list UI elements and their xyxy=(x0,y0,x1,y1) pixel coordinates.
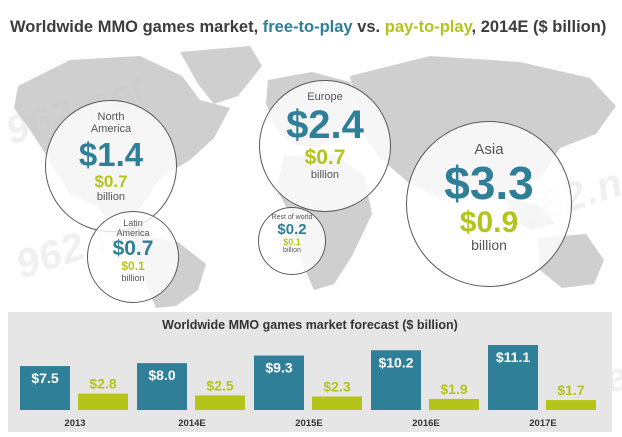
region-name: Rest of world xyxy=(271,214,313,221)
bar-pay-to-play-2017e xyxy=(546,400,596,410)
region-name: Europe xyxy=(307,91,343,103)
bar-pay-to-play-2015e xyxy=(312,396,362,410)
title-part-3: , 2014E ($ billion) xyxy=(471,18,607,36)
year-label-2017e: 2017E xyxy=(529,418,556,429)
bubble-asia: Asia $3.3 $0.9 billion xyxy=(406,121,572,287)
title-pay-to-play: pay-to-play xyxy=(384,18,472,36)
bar-label-pay-to-play-2013: $2.8 xyxy=(89,376,116,392)
forecast-title: Worldwide MMO games market forecast ($ b… xyxy=(162,318,458,332)
pay-to-play-value: $0.7 xyxy=(304,146,346,169)
bar-label-pay-to-play-2014e: $2.5 xyxy=(206,377,233,393)
greenland xyxy=(180,46,262,104)
title-free-to-play: free-to-play xyxy=(262,18,353,36)
pay-to-play-value: $0.9 xyxy=(459,206,519,239)
unit-label: billion xyxy=(283,247,301,254)
bar-label-free-to-play-2014e: $8.0 xyxy=(148,367,175,383)
bar-free-to-play-2013 xyxy=(20,366,70,410)
region-name: Latin America xyxy=(116,218,150,238)
bar-label-free-to-play-2016e: $10.2 xyxy=(378,354,413,370)
pay-to-play-value: $0.1 xyxy=(283,237,301,247)
bar-label-pay-to-play-2016e: $1.9 xyxy=(440,381,467,397)
free-to-play-value: $1.4 xyxy=(78,136,144,173)
bubble-north-america: North America $1.4 $0.7 billion xyxy=(45,100,177,232)
free-to-play-value: $2.4 xyxy=(286,103,364,147)
chart-title: Worldwide MMO games market, free-to-play… xyxy=(10,18,614,37)
title-part-2: vs. xyxy=(352,18,385,36)
year-label-2014e: 2014E xyxy=(178,418,205,429)
forecast-bar-chart: $7.5 $2.8 2013 $8.0 $2.5 2014E $9.3 $2.3 2015E $1… xyxy=(20,345,596,429)
bar-pay-to-play-2014e xyxy=(195,395,245,410)
year-label-2015e: 2015E xyxy=(295,418,322,429)
region-name: Asia xyxy=(474,141,504,158)
bar-label-free-to-play-2013: $7.5 xyxy=(31,370,58,386)
bubble-rest-of-world: Rest of world $0.2 $0.1 billion xyxy=(258,207,326,275)
unit-label: billion xyxy=(121,273,145,283)
free-to-play-value: $0.2 xyxy=(277,221,307,238)
unit-label: billion xyxy=(96,191,126,203)
bar-label-pay-to-play-2015e: $2.3 xyxy=(323,379,350,395)
unit-label: billion xyxy=(310,169,340,181)
unit-label: billion xyxy=(471,237,507,253)
bar-free-to-play-2017e xyxy=(488,345,538,410)
bar-free-to-play-2015e xyxy=(254,355,304,410)
title-part-1: Worldwide MMO games market, xyxy=(10,18,263,36)
free-to-play-value: $3.3 xyxy=(444,157,534,209)
bar-pay-to-play-2016e xyxy=(429,398,479,410)
region-name: North America xyxy=(90,111,132,135)
bar-free-to-play-2014e xyxy=(137,363,187,410)
bar-label-free-to-play-2015e: $9.3 xyxy=(265,360,292,376)
bar-free-to-play-2016e xyxy=(371,350,421,410)
bubble-latin-america: Latin America $0.7 $0.1 billion xyxy=(87,211,179,303)
bar-label-pay-to-play-2017e: $1.7 xyxy=(557,382,584,398)
bar-label-free-to-play-2017e: $11.1 xyxy=(496,349,530,365)
year-label-2016e: 2016E xyxy=(412,418,439,429)
bar-pay-to-play-2013 xyxy=(78,393,128,410)
pay-to-play-value: $0.7 xyxy=(94,172,128,191)
pay-to-play-value: $0.1 xyxy=(121,259,145,273)
year-label-2013: 2013 xyxy=(64,418,85,429)
free-to-play-value: $0.7 xyxy=(112,237,154,260)
bubble-europe: Europe $2.4 $0.7 billion xyxy=(259,80,391,212)
